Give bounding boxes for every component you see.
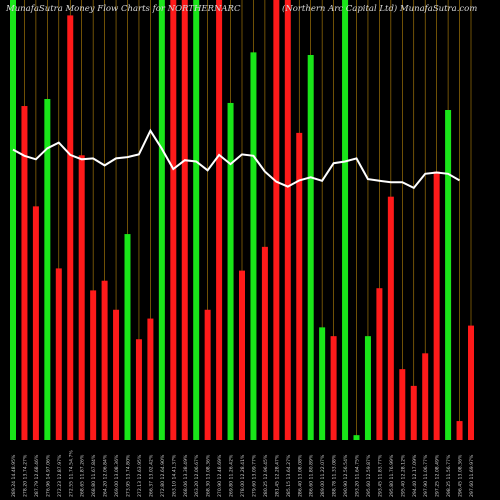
bar xyxy=(296,132,303,440)
x-tick-label: 286.40 13.08.08% xyxy=(297,454,303,497)
trend-line xyxy=(12,128,461,190)
bar xyxy=(67,15,74,441)
bar xyxy=(78,155,85,440)
x-tick-label: 272.80 12.64.90% xyxy=(160,454,166,497)
x-tick-label: 286.60 11.80.89% xyxy=(309,454,315,497)
x-tick-label: 281.45 12.28.47% xyxy=(274,454,280,497)
bar xyxy=(239,270,245,440)
x-tick-label: 297.60 11.69.97% xyxy=(469,454,475,497)
x-tick-label: 295.60 12.59.87% xyxy=(366,454,372,497)
bar xyxy=(307,55,314,440)
bar xyxy=(181,0,188,440)
x-tick-label: 280.25 12.96.45% xyxy=(263,454,269,497)
x-tick-label: 279.60 13.09.77% xyxy=(251,454,257,497)
bar xyxy=(330,336,337,440)
bar xyxy=(170,0,177,440)
x-tick-label: 263.10 14.41.37% xyxy=(171,454,177,497)
bar xyxy=(422,353,429,440)
x-tick-label: 268.80 11.67.84% xyxy=(91,454,97,497)
bar xyxy=(376,288,383,440)
bar xyxy=(319,327,326,440)
x-tick-label: 268.30 13.08.36% xyxy=(206,454,212,497)
bar xyxy=(364,336,371,440)
bar xyxy=(445,110,452,440)
x-tick-label: 278.00 12.28.41% xyxy=(240,454,246,497)
x-tick-label: 278.20 13.74.27% xyxy=(22,454,28,497)
bar xyxy=(158,0,165,440)
bar xyxy=(204,309,211,440)
x-tick-label: 295.80 11.76.99% xyxy=(389,454,395,497)
x-tick-label: 268.65 11.87.26% xyxy=(80,454,86,497)
line-series xyxy=(12,128,461,190)
bar xyxy=(101,280,108,440)
chart-title-right: (Northern Arc Capital Ltd) MunafaSutra.c… xyxy=(282,4,478,14)
bar xyxy=(44,99,51,440)
x-tick-label: 273.95 13.74.80% xyxy=(126,454,132,497)
x-tick-label: 272.23 12.87.97% xyxy=(57,454,63,497)
x-tick-label: 290.90 12.56.54% xyxy=(343,454,349,497)
x-tick-label: 272.13 12.63.95% xyxy=(137,454,143,497)
bar xyxy=(10,0,16,440)
x-tick-label: 269.80 11.26.42% xyxy=(229,454,235,497)
bar xyxy=(273,0,280,440)
bar xyxy=(90,290,97,440)
x-tick-label: 287.79 12.68.46% xyxy=(34,454,40,497)
bar xyxy=(399,369,406,440)
chart-title-left: MunafaSutra Money Flow Charts for NORTHE… xyxy=(6,4,241,14)
bar xyxy=(433,171,440,440)
x-tick-label: 269.00 13.08.36% xyxy=(114,454,120,497)
x-tick-label: 289.00 11.22.07% xyxy=(320,454,326,497)
x-tick-label: 296.45 13.08.36% xyxy=(458,454,464,497)
bar xyxy=(353,435,360,440)
bar xyxy=(456,421,463,440)
bar xyxy=(55,268,62,440)
x-tick-label: 297.25 12.08.49% xyxy=(435,454,441,497)
bar xyxy=(284,0,291,440)
bar xyxy=(468,325,474,440)
x-tick-label: 285.15 13.64.27% xyxy=(286,454,292,497)
bar xyxy=(250,52,257,441)
bar xyxy=(193,0,200,440)
bar xyxy=(21,106,28,440)
bar xyxy=(227,102,234,441)
x-tick-labels: 289.24 14.48.95% 278.20 13.74.27% 287.79 1… xyxy=(11,450,475,497)
x-tick-label: 295.40 12.28.12% xyxy=(400,454,406,497)
x-tick-label: 266.37 13.02.42% xyxy=(148,454,154,497)
bar xyxy=(124,234,131,440)
bar xyxy=(32,206,39,440)
x-tick-label: 293.45 11.83.77% xyxy=(377,454,383,497)
bar xyxy=(135,339,142,440)
bar xyxy=(216,0,223,440)
x-tick-label: 288.78 11.33.08% xyxy=(332,454,338,497)
x-tick-label: 293.20 11.64.75% xyxy=(355,454,361,497)
x-tick-label: 276.96 14.97.06% xyxy=(45,454,51,497)
x-tick-label: 264.20 12.06.84% xyxy=(103,454,109,497)
x-tick-label: 270.90 12.48.69% xyxy=(217,454,223,497)
bar xyxy=(387,196,394,440)
x-tick-label: 268.06 13.38.49% xyxy=(183,454,189,497)
x-tick-label: 272.55 11.74.54.7% xyxy=(68,450,74,497)
bar xyxy=(261,246,268,440)
bar xyxy=(342,0,349,440)
x-tick-label: 298.25 11.56.77% xyxy=(446,454,452,497)
bar xyxy=(147,318,154,440)
bar xyxy=(113,309,120,440)
x-tick-label: 289.24 14.48.95% xyxy=(11,454,17,497)
x-tick-label: 294.40 12.17.09% xyxy=(412,454,418,497)
bar-series xyxy=(10,0,474,441)
x-tick-label: 263.20 12.06.67% xyxy=(194,454,200,497)
bar xyxy=(410,385,417,440)
x-tick-label: 297.90 11.06.77% xyxy=(423,454,429,497)
